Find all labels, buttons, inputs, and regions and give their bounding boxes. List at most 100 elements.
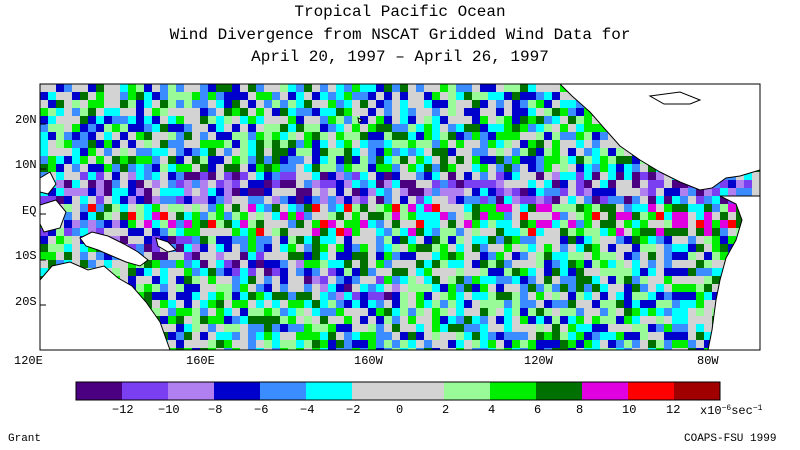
field-cell	[528, 156, 536, 164]
field-cell	[488, 276, 496, 284]
cbar-label-3: −6	[254, 403, 269, 417]
field-cell	[40, 124, 48, 132]
field-cell	[216, 332, 224, 340]
field-cell	[432, 284, 440, 292]
field-cell	[280, 212, 288, 220]
field-cell	[584, 284, 592, 292]
field-cell	[376, 268, 384, 276]
field-cell	[72, 124, 80, 132]
field-cell	[152, 268, 160, 276]
field-cell	[384, 268, 392, 276]
field-cell	[360, 196, 368, 204]
field-cell	[392, 332, 400, 340]
field-cell	[456, 84, 464, 92]
field-cell	[72, 156, 80, 164]
field-cell	[464, 164, 472, 172]
field-cell	[488, 324, 496, 332]
field-cell	[480, 212, 488, 220]
field-cell	[512, 172, 520, 180]
field-cell	[480, 108, 488, 116]
field-cell	[624, 324, 632, 332]
coast-hawaii	[357, 117, 363, 125]
field-cell	[112, 220, 120, 228]
field-cell	[376, 260, 384, 268]
field-cell	[368, 332, 376, 340]
field-cell	[368, 92, 376, 100]
field-cell	[576, 124, 584, 132]
field-cell	[696, 316, 704, 324]
field-cell	[576, 292, 584, 300]
field-cell	[184, 220, 192, 228]
field-cell	[344, 268, 352, 276]
field-cell	[48, 196, 56, 204]
field-cell	[448, 276, 456, 284]
field-cell	[368, 140, 376, 148]
field-cell	[248, 268, 256, 276]
field-cell	[464, 92, 472, 100]
field-cell	[368, 340, 376, 348]
field-cell	[480, 100, 488, 108]
field-cell	[600, 324, 608, 332]
field-cell	[120, 92, 128, 100]
field-cell	[200, 204, 208, 212]
field-cell	[296, 308, 304, 316]
field-cell	[240, 124, 248, 132]
field-cell	[528, 284, 536, 292]
field-cell	[456, 148, 464, 156]
field-cell	[384, 116, 392, 124]
field-cell	[544, 204, 552, 212]
field-cell	[456, 220, 464, 228]
field-cell	[48, 116, 56, 124]
field-cell	[568, 212, 576, 220]
field-cell	[88, 140, 96, 148]
field-cell	[672, 180, 680, 188]
field-cell	[80, 188, 88, 196]
field-cell	[328, 140, 336, 148]
field-cell	[464, 252, 472, 260]
field-cell	[592, 236, 600, 244]
field-cell	[176, 244, 184, 252]
field-cell	[152, 220, 160, 228]
field-cell	[608, 220, 616, 228]
field-cell	[560, 124, 568, 132]
field-cell	[472, 116, 480, 124]
field-cell	[536, 212, 544, 220]
field-cell	[600, 180, 608, 188]
field-cell	[632, 188, 640, 196]
field-cell	[96, 212, 104, 220]
field-cell	[336, 140, 344, 148]
field-cell	[240, 132, 248, 140]
field-cell	[536, 276, 544, 284]
field-cell	[392, 188, 400, 196]
field-cell	[168, 196, 176, 204]
field-cell	[656, 260, 664, 268]
field-cell	[608, 204, 616, 212]
field-cell	[608, 340, 616, 348]
field-cell	[232, 196, 240, 204]
field-cell	[616, 348, 624, 350]
field-cell	[408, 132, 416, 140]
field-cell	[312, 84, 320, 92]
field-cell	[256, 292, 264, 300]
field-cell	[192, 132, 200, 140]
field-cell	[288, 196, 296, 204]
field-cell	[456, 292, 464, 300]
field-cell	[264, 316, 272, 324]
title-line-1: Tropical Pacific Ocean	[294, 3, 506, 21]
field-cell	[576, 204, 584, 212]
field-cell	[176, 116, 184, 124]
field-cell	[488, 92, 496, 100]
field-cell	[472, 148, 480, 156]
field-cell	[704, 268, 712, 276]
field-cell	[208, 348, 216, 350]
field-cell	[160, 92, 168, 100]
field-cell	[200, 276, 208, 284]
field-cell	[616, 172, 624, 180]
field-cell	[200, 228, 208, 236]
field-cell	[248, 84, 256, 92]
field-cell	[440, 276, 448, 284]
field-cell	[272, 244, 280, 252]
field-cell	[600, 300, 608, 308]
field-cell	[160, 172, 168, 180]
field-cell	[552, 212, 560, 220]
